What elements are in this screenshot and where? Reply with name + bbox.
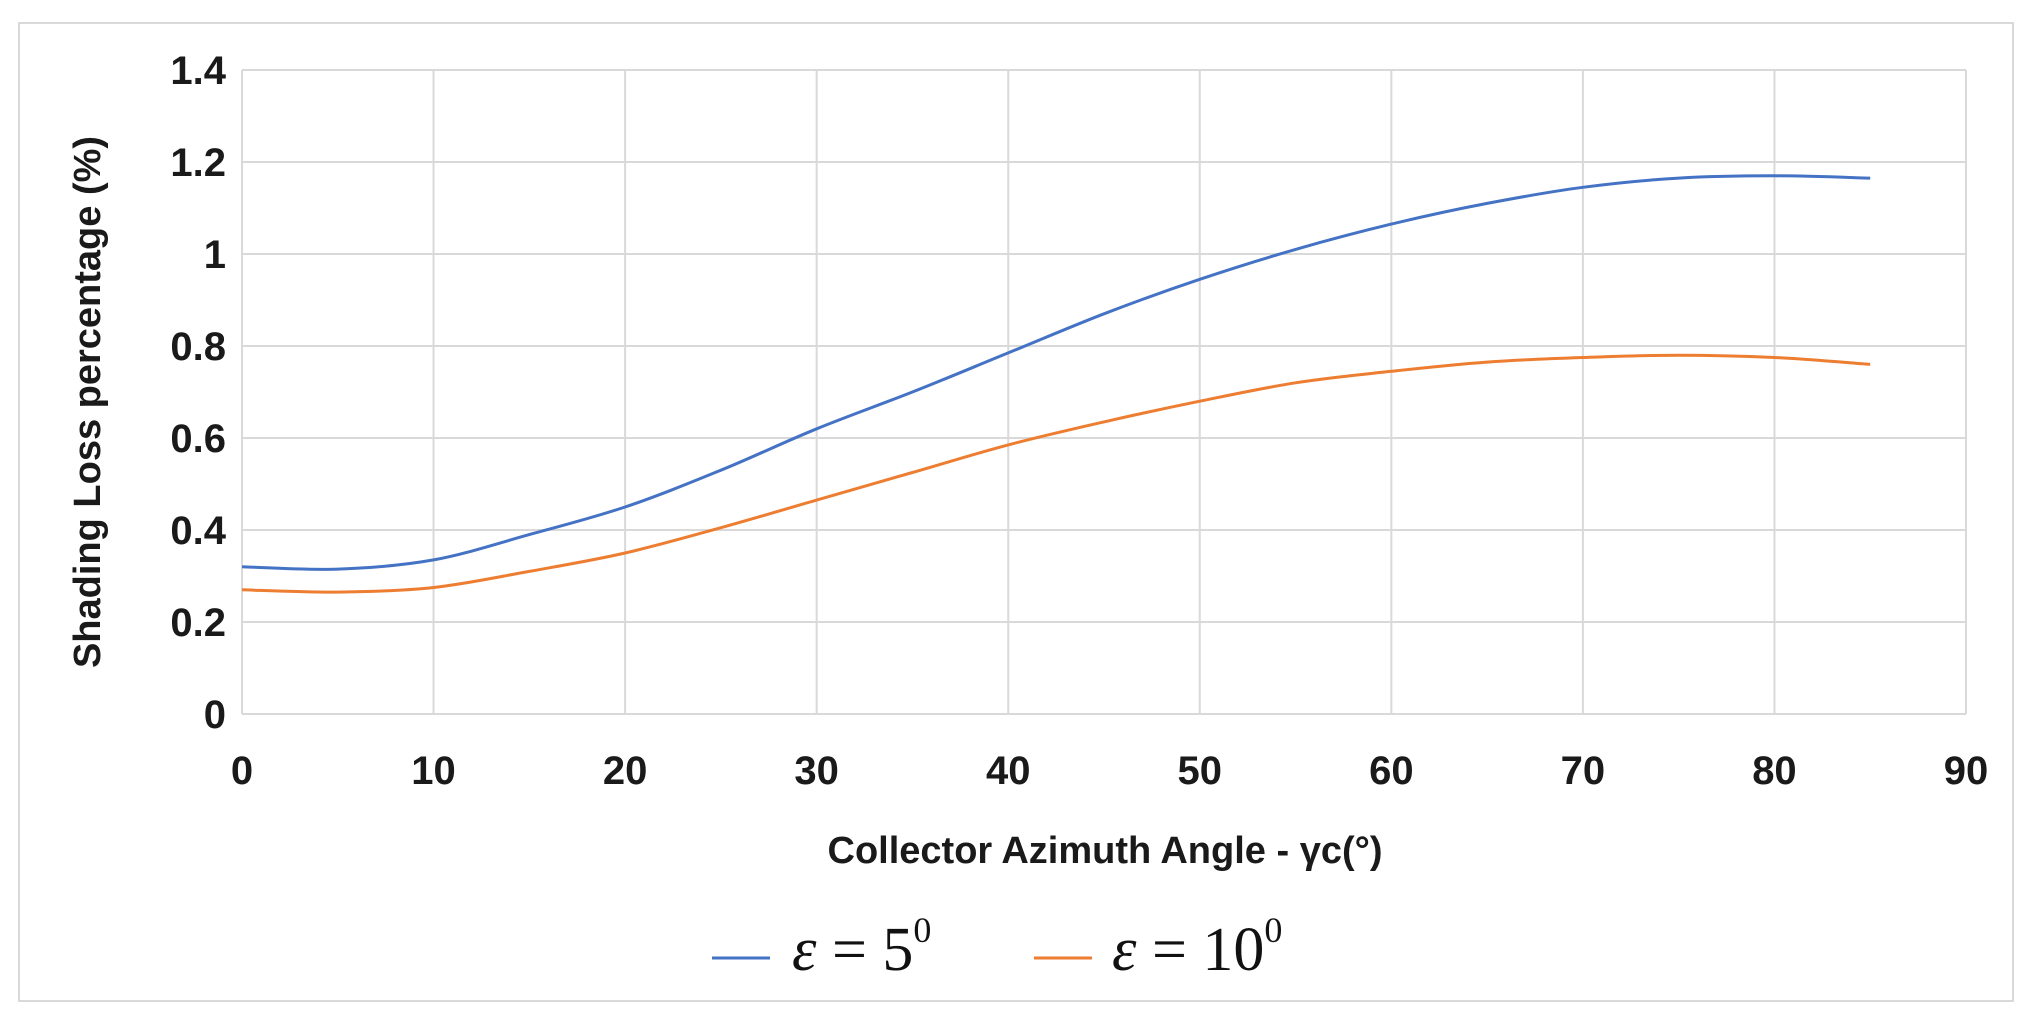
y-axis-title: Shading Loss percentage (%) [67, 136, 109, 668]
legend-label-series-1: ε = 50 [792, 910, 931, 984]
series-line-1 [241, 174, 1871, 571]
y-tick-label: 0.8 [170, 325, 226, 369]
x-tick-label: 50 [1178, 749, 1223, 793]
grid-lines [241, 69, 1967, 715]
y-tick-label: 0.4 [170, 509, 226, 553]
y-tick-label: 0 [204, 693, 226, 737]
y-tick-label: 0.6 [170, 417, 226, 461]
y-tick-label: 1.2 [170, 141, 226, 185]
series-lines [241, 174, 1871, 594]
x-tick-labels: 0 10 20 30 40 50 60 70 80 90 [231, 749, 1988, 793]
x-tick-label: 80 [1752, 749, 1797, 793]
y-tick-label: 0.2 [170, 601, 226, 645]
chart-frame [18, 22, 2014, 1002]
x-tick-label: 60 [1369, 749, 1414, 793]
x-tick-label: 20 [603, 749, 648, 793]
x-tick-label: 70 [1561, 749, 1606, 793]
x-tick-label: 0 [231, 749, 253, 793]
y-tick-label: 1.4 [170, 49, 226, 93]
x-tick-label: 90 [1944, 749, 1989, 793]
y-tick-label: 1 [204, 233, 226, 277]
legend: ε = 50 ε = 100 [712, 910, 1282, 984]
x-tick-label: 40 [986, 749, 1031, 793]
y-tick-labels: 0 0.2 0.4 0.6 0.8 1 1.2 1.4 [170, 49, 226, 737]
legend-label-series-2: ε = 100 [1112, 910, 1282, 984]
x-tick-label: 30 [794, 749, 839, 793]
x-axis-title: Collector Azimuth Angle - γc(°) [828, 830, 1383, 872]
x-tick-label: 10 [411, 749, 456, 793]
series-line-2 [241, 353, 1871, 594]
